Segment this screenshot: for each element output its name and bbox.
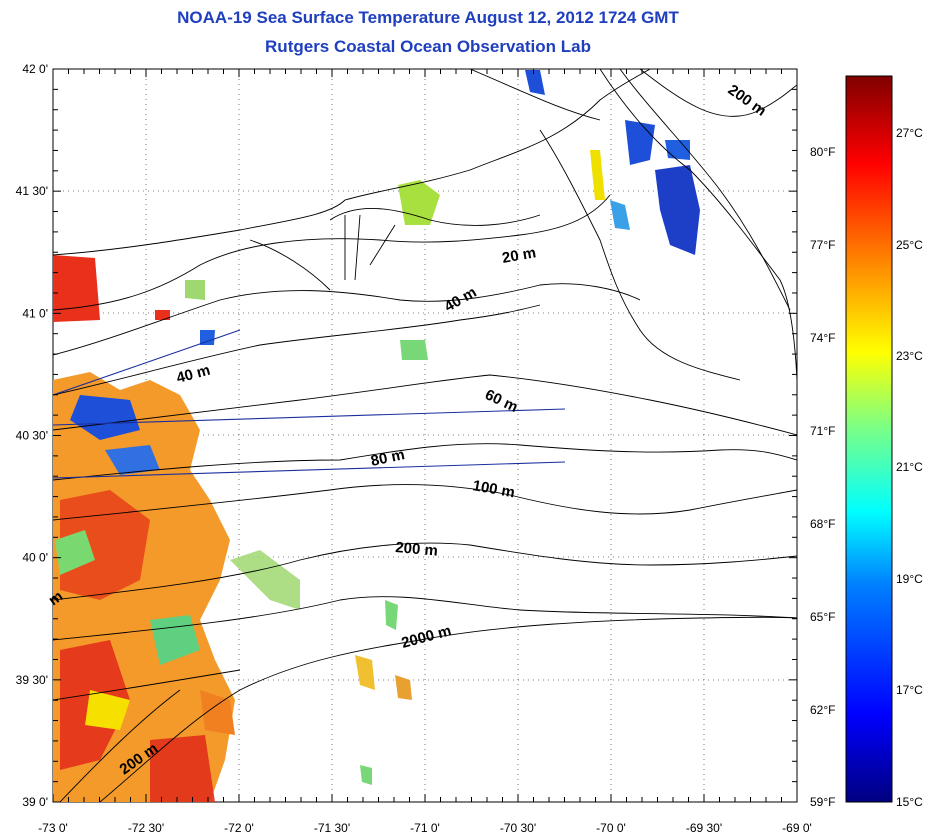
temperature-colorbar [845,75,893,803]
longitude-label: -72 0' [224,821,254,835]
celsius-label: 15°C [896,795,923,809]
latitude-label: 42 0' [22,62,48,76]
latitude-label: 40 0' [22,551,48,565]
longitude-label: -71 0' [410,821,440,835]
colorbar-fahrenheit-scale: 80°F 77°F 74°F 71°F 68°F 65°F 62°F 59°F [810,145,835,809]
frame-ticks [52,68,798,803]
celsius-label: 21°C [896,460,923,474]
depth-label-200m: 200 m [395,539,439,560]
latitude-label: 39 30' [16,673,48,687]
sst-data-layer [53,70,700,802]
fahrenheit-label: 68°F [810,517,835,531]
fahrenheit-label: 71°F [810,424,835,438]
depth-label-20m: 20 m [501,244,538,267]
map-subtitle: Rutgers Coastal Ocean Observation Lab [265,37,591,56]
track-lines [53,329,566,479]
celsius-label: 25°C [896,238,923,252]
longitude-label: -70 0' [596,821,626,835]
latitude-label: 41 0' [22,306,48,320]
fahrenheit-label: 59°F [810,795,835,809]
latitude-axis: 42 0' 41 30' 41 0' 40 30' 40 0' 39 30' 39 0' [16,62,48,809]
fahrenheit-label: 74°F [810,331,835,345]
longitude-label: -69 30' [686,821,722,835]
celsius-label: 27°C [896,126,923,140]
celsius-label: 19°C [896,572,923,586]
celsius-label: 17°C [896,683,923,697]
fahrenheit-label: 80°F [810,145,835,159]
depth-label-80m: 80 m [369,446,406,470]
longitude-label: -69 0' [782,821,812,835]
colorbar-celsius-scale: 27°C 25°C 23°C 21°C 19°C 17°C 15°C [896,126,923,809]
map-title: NOAA-19 Sea Surface Temperature August 1… [177,8,679,27]
fahrenheit-label: 77°F [810,238,835,252]
longitude-axis: -73 0' -72 30' -72 0' -71 30' -71 0' -70 30' -… [38,821,812,835]
latitude-label: 41 30' [16,184,48,198]
latitude-label: 39 0' [22,795,48,809]
latitude-label: 40 30' [16,429,48,443]
fahrenheit-label: 62°F [810,703,835,717]
longitude-label: -70 30' [500,821,536,835]
celsius-label: 23°C [896,349,923,363]
longitude-label: -72 30' [128,821,164,835]
longitude-label: -71 30' [314,821,350,835]
fahrenheit-label: 65°F [810,610,835,624]
bathymetry-contours [53,69,797,802]
longitude-label: -73 0' [38,821,68,835]
